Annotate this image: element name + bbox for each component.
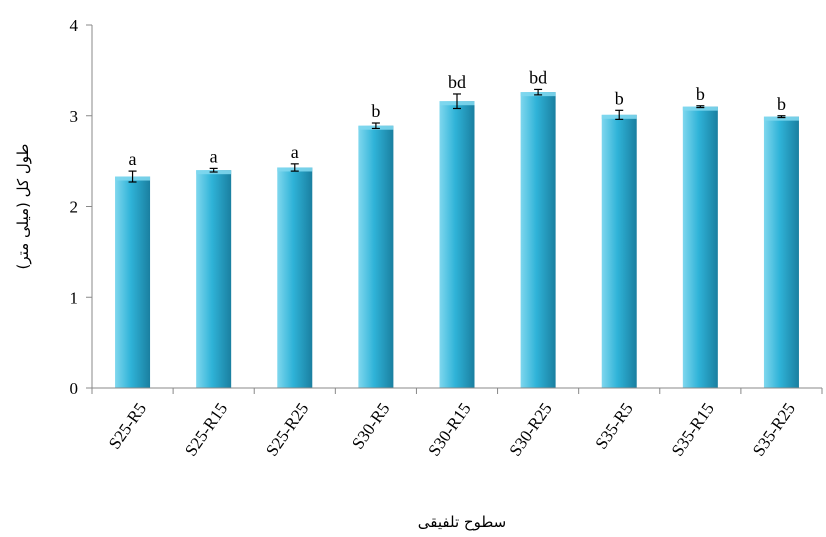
y-axis-title: طول کل (میلی متر) (14, 144, 32, 270)
bar (520, 92, 556, 388)
y-tick-label: 4 (70, 16, 79, 35)
bar (196, 170, 232, 388)
bar (601, 114, 637, 388)
significance-label: bd (448, 72, 466, 92)
significance-label: a (291, 142, 299, 162)
bar (763, 116, 799, 388)
y-tick-label: 3 (70, 107, 79, 126)
significance-label: b (371, 101, 380, 121)
significance-label: b (777, 94, 786, 114)
bar (277, 167, 313, 388)
bar (358, 125, 394, 389)
x-tick-label: S25-R15 (181, 399, 231, 459)
significance-label: b (615, 88, 624, 108)
x-tick-label: S25-R5 (105, 399, 150, 452)
x-tick-label: S35-R5 (591, 399, 636, 452)
x-axis-ticks: S25-R5 S25-R15 S25-R25 S30-R5 S30-R15 S30-R25… (91, 388, 823, 460)
y-axis-ticks: 0 1 2 3 4 (70, 16, 92, 398)
significance-label: a (129, 149, 137, 169)
bar-top (682, 106, 718, 111)
x-tick-label: S35-R25 (749, 399, 799, 459)
y-tick-label: 2 (70, 198, 79, 217)
x-tick-label: S25-R25 (262, 399, 312, 459)
bar-top (763, 116, 799, 121)
bar (115, 176, 151, 388)
x-tick-label: S30-R15 (424, 399, 474, 459)
x-axis-title: سطوح تلفیقی (418, 513, 506, 531)
y-tick-label: 1 (70, 288, 79, 307)
x-tick-label: S30-R25 (505, 399, 555, 459)
x-tick-label: S30-R5 (348, 399, 393, 452)
bar (439, 101, 475, 388)
significance-label: bd (529, 67, 547, 87)
significance-label: a (210, 146, 218, 166)
bars: a a a b bd bd b b b (115, 67, 799, 389)
x-tick-label: S35-R15 (668, 399, 718, 459)
bar (682, 106, 718, 389)
significance-label: b (696, 84, 705, 104)
y-tick-label: 0 (70, 379, 79, 398)
